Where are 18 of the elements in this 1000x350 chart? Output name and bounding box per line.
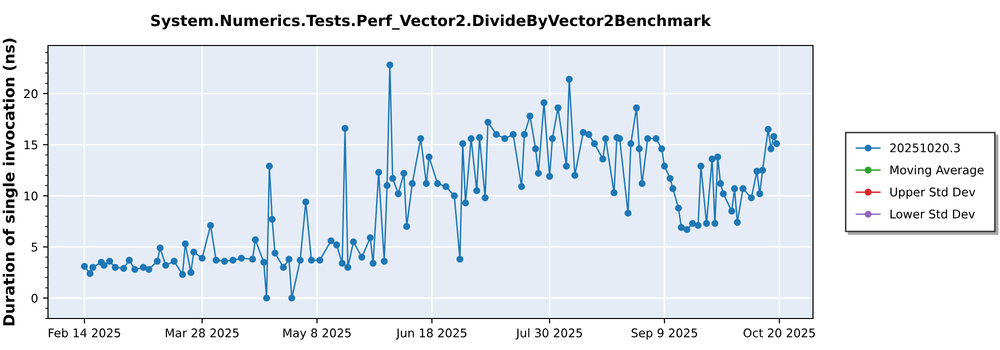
x-tick-label: Oct 20 2025 <box>744 328 815 338</box>
legend-label: 20251020.3 <box>890 143 960 152</box>
x-tick-label: Mar 28 2025 <box>166 328 239 338</box>
x-tick-label: Jun 18 2025 <box>396 328 466 340</box>
legend-label: Moving Average <box>890 165 984 177</box>
y-tick-label: 20 <box>24 89 38 98</box>
x-tick-label: Feb 14 2025 <box>48 328 120 338</box>
x-tick-label: Jul 30 2025 <box>516 328 582 340</box>
legend-label: Lower Std Dev <box>890 209 975 218</box>
y-tick-label: 15 <box>24 140 38 150</box>
legend-label: Upper Std Dev <box>890 187 976 199</box>
chart-title: System.Numerics.Tests.Perf_Vector2.DivideByVector2Benchmark <box>151 14 712 30</box>
x-tick-label: May 8 2025 <box>283 328 351 340</box>
x-tick-label: Sep 9 2025 <box>632 328 698 340</box>
y-axis-title: Duration of single invocation (ns) <box>2 38 18 326</box>
y-tick-label: 0 <box>32 294 38 303</box>
y-tick-label: 10 <box>24 192 38 200</box>
y-tick-label: 5 <box>32 242 38 252</box>
